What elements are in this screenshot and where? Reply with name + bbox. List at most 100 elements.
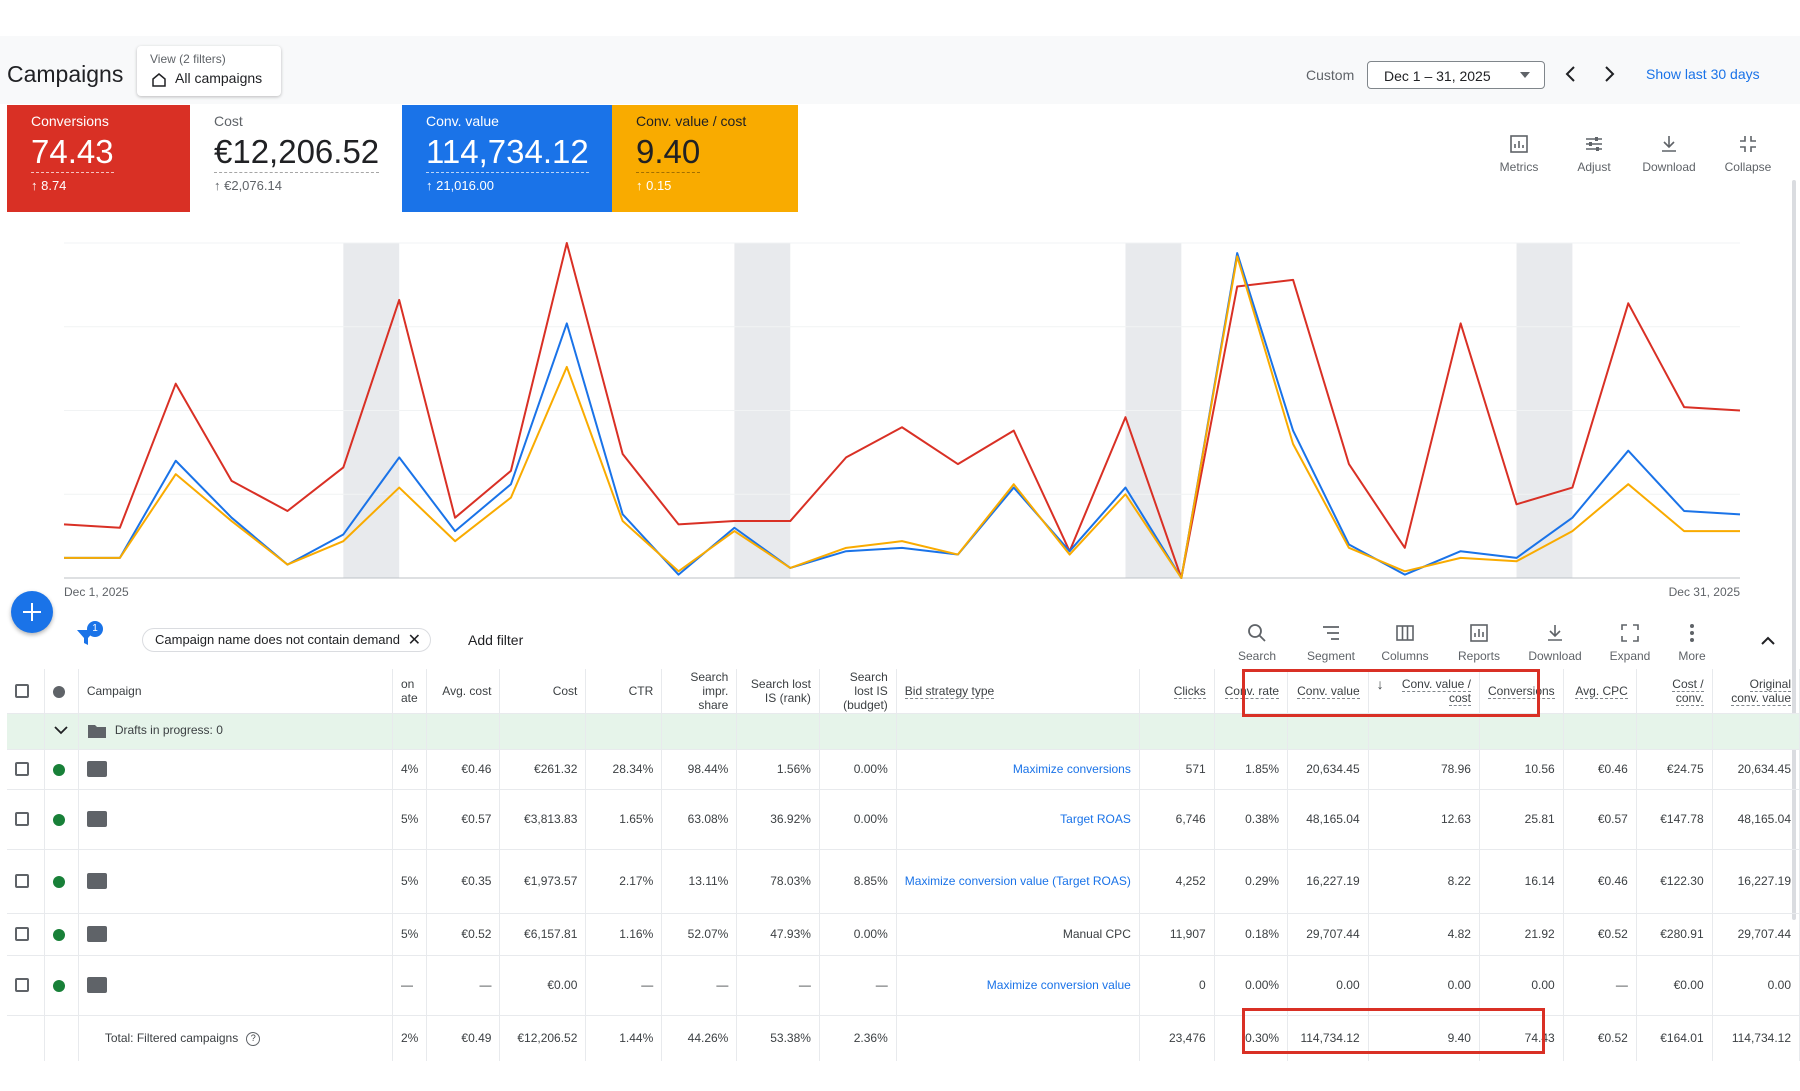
cell-cost-per-conv: €24.75	[1636, 749, 1713, 790]
drafts-label: Drafts in progress: 0	[114, 723, 223, 738]
view-filters-label: View (2 filters)	[150, 52, 226, 66]
add-campaign-button[interactable]	[11, 591, 53, 633]
status-enabled-dot-icon[interactable]	[53, 875, 66, 888]
filter-count-badge: 1	[87, 621, 103, 637]
col-conv-value[interactable]: Conv. value	[1287, 669, 1369, 714]
col-search-lost-is-rank[interactable]: Search lost IS (rank)	[736, 669, 820, 714]
select-all-checkbox[interactable]	[15, 684, 29, 699]
total-status-cell	[44, 1015, 79, 1061]
row-select-cell[interactable]	[7, 749, 46, 790]
status-enabled-dot-icon[interactable]	[53, 979, 66, 992]
col-conv-value-cost[interactable]: ↓ Conv. value / cost	[1368, 669, 1480, 714]
table-row[interactable]: 5% €0.57 €3,813.83 1.65% 63.08% 36.92% 0.00% Ta…	[7, 789, 1800, 850]
campaign-name-cell[interactable]	[78, 913, 393, 956]
kpi-card-conversions[interactable]: Conversions 74.43 ↑ 8.74	[7, 105, 190, 212]
filter-chip[interactable]: Campaign name does not contain demand ✕	[142, 628, 431, 652]
columns-button[interactable]: Columns	[1375, 622, 1435, 663]
kpi-label: Conversions	[31, 113, 109, 129]
cell-clicks: 11,907	[1139, 913, 1215, 956]
view-selector[interactable]: View (2 filters) All campaigns	[137, 46, 281, 96]
drafts-row[interactable]: Drafts in progress: 0	[7, 713, 1800, 750]
col-search-lost-is-budget[interactable]: Search lost IS (budget)	[819, 669, 897, 714]
view-value: All campaigns	[175, 70, 263, 86]
cell-bid-strategy-type[interactable]: Maximize conversions	[896, 749, 1140, 790]
show-last-30-days-link[interactable]: Show last 30 days	[1646, 66, 1760, 82]
reports-button[interactable]: Reports	[1450, 622, 1508, 663]
row-select-cell[interactable]	[7, 849, 46, 914]
close-icon[interactable]: ✕	[407, 632, 421, 649]
chevron-down-icon[interactable]	[53, 724, 69, 736]
row-select-cell[interactable]	[7, 789, 46, 850]
collapse-chart-button[interactable]: Collapse	[1718, 133, 1778, 174]
status-enabled-dot-icon[interactable]	[53, 928, 66, 941]
date-range-picker[interactable]: Dec 1 – 31, 2025	[1367, 61, 1545, 89]
metrics-button[interactable]: Metrics	[1491, 133, 1547, 174]
cell-avg-cpc: €0.46	[1563, 849, 1637, 914]
cell-cost: €3,813.83	[499, 789, 587, 850]
col-search-impr-share[interactable]: Search impr. share	[661, 669, 738, 714]
chevron-up-icon[interactable]	[1758, 631, 1778, 651]
table-download-button[interactable]: Download	[1523, 622, 1587, 663]
row-checkbox[interactable]	[15, 927, 29, 942]
table-search-button[interactable]: Search	[1232, 622, 1282, 663]
col-bid-strategy-type[interactable]: Bid strategy type	[896, 669, 1140, 714]
kpi-card-conv-value[interactable]: Conv. value 114,734.12 ↑ 21,016.00	[402, 105, 612, 212]
campaign-name-cell[interactable]	[78, 789, 393, 850]
row-checkbox[interactable]	[15, 812, 29, 827]
more-button[interactable]: More	[1668, 622, 1716, 663]
cell-conv-rate: 0.38%	[1214, 789, 1289, 850]
cell-ctr: 1.16%	[585, 913, 663, 956]
segment-button[interactable]: Segment	[1301, 622, 1361, 663]
row-select-cell[interactable]	[7, 913, 46, 956]
status-enabled-dot-icon[interactable]	[53, 813, 66, 826]
col-conv-rate[interactable]: Conv. rate	[1214, 669, 1289, 714]
home-icon	[152, 73, 166, 87]
search-label: Search	[1237, 649, 1277, 663]
cell-bid-strategy-type[interactable]: Target ROAS	[896, 789, 1140, 850]
cell-avg-cost: €0.52	[426, 913, 501, 956]
chevron-left-icon[interactable]	[1559, 62, 1583, 86]
row-checkbox[interactable]	[15, 874, 29, 889]
col-original-conv-value[interactable]: Original conv. value	[1712, 669, 1800, 714]
cell-ctr: 1.65%	[585, 789, 663, 850]
cell-bid-strategy-type[interactable]: Maximize conversion value	[896, 955, 1140, 1016]
cell-search-lost-is-budget: 0.00%	[819, 749, 897, 790]
campaign-name-cell[interactable]	[78, 749, 393, 790]
col-clicks-label: Clicks	[1173, 683, 1206, 699]
col-avg-cost[interactable]: Avg. cost	[426, 669, 501, 714]
campaign-name-cell[interactable]	[78, 849, 393, 914]
expand-button[interactable]: Expand	[1604, 622, 1656, 663]
chevron-right-icon[interactable]	[1597, 62, 1621, 86]
col-ctr[interactable]: CTR	[585, 669, 663, 714]
col-avg-cpc[interactable]: Avg. CPC	[1563, 669, 1637, 714]
drafts-chevron-cell[interactable]	[44, 713, 79, 750]
col-clicks[interactable]: Clicks	[1139, 669, 1215, 714]
chart-download-button[interactable]: Download	[1637, 133, 1701, 174]
help-icon[interactable]: ?	[246, 1031, 261, 1046]
cell-conv-rate-truncated: 5%	[392, 913, 428, 956]
col-cost-per-conv[interactable]: Cost / conv.	[1636, 669, 1713, 714]
kpi-delta: ↑ 21,016.00	[426, 178, 494, 193]
more-icon	[1690, 624, 1694, 642]
adjust-button[interactable]: Adjust	[1566, 133, 1622, 174]
kpi-card-cost[interactable]: Cost €12,206.52 ↑ €2,076.14	[190, 105, 402, 212]
campaign-name-cell[interactable]	[78, 955, 393, 1016]
row-checkbox[interactable]	[15, 978, 29, 993]
table-row[interactable]: — — €0.00— — — — Maximize conversion value 0 0.0…	[7, 955, 1800, 1016]
col-campaign[interactable]: Campaign	[78, 669, 393, 714]
table-row[interactable]: 4% €0.46 €261.32 28.34% 98.44% 1.56% 0.00% Maxi…	[7, 749, 1800, 790]
row-checkbox[interactable]	[15, 762, 29, 777]
table-row[interactable]: 5% €0.52 €6,157.81 1.16% 52.07% 47.93% 0.00% Ma…	[7, 913, 1800, 956]
status-enabled-dot-icon[interactable]	[53, 763, 66, 776]
select-all-cell[interactable]	[7, 669, 46, 714]
cell-bid-strategy-type[interactable]: Maximize conversion value (Target ROAS)	[896, 849, 1140, 914]
table-row[interactable]: 5% €0.35 €1,973.57 2.17% 13.11% 78.03% 8.85% Ma…	[7, 849, 1800, 914]
row-select-cell[interactable]	[7, 955, 46, 1016]
drafts-cell	[7, 713, 46, 750]
add-filter-button[interactable]: Add filter	[468, 632, 524, 648]
kpi-card-conv-value-cost[interactable]: Conv. value / cost 9.40 ↑ 0.15	[612, 105, 798, 212]
col-conv-rate-truncated[interactable]: on ate	[392, 669, 428, 714]
vertical-scrollbar[interactable]	[1792, 180, 1796, 920]
more-label: More	[1678, 649, 1706, 663]
col-cost[interactable]: Cost	[499, 669, 587, 714]
